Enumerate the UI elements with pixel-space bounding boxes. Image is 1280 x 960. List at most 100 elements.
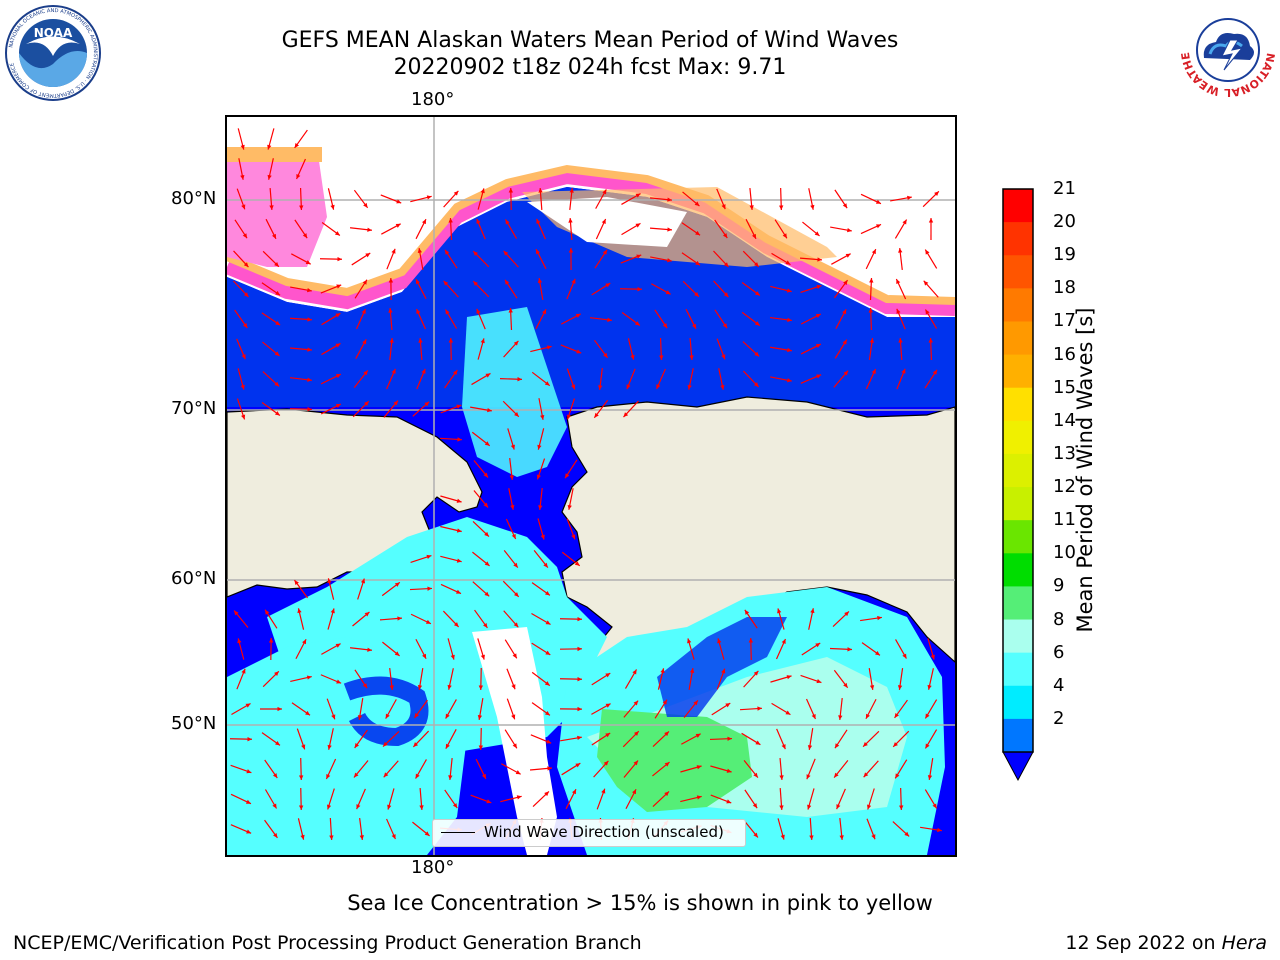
wind-wave-arrow-head: [720, 384, 725, 390]
wind-wave-arrow-head: [689, 355, 694, 360]
wind-wave-arrow-head: [877, 615, 882, 621]
wind-wave-arrow-head: [577, 706, 582, 712]
wind-wave-arrow-head: [659, 355, 664, 360]
wind-wave-arrow-head: [815, 313, 821, 318]
wind-wave-arrow-head: [327, 744, 332, 750]
wind-wave-arrow-head: [605, 283, 611, 288]
wind-wave-arrow-head: [307, 317, 312, 322]
bering-white-strip: [472, 627, 557, 855]
wind-wave-arrow-head: [565, 473, 570, 479]
wind-wave-arrow-head: [691, 323, 696, 329]
wind-wave-arrow-head: [445, 713, 450, 719]
wind-wave-arrow-head: [484, 591, 490, 597]
wind-wave-arrow-head: [448, 338, 454, 343]
wind-wave-arrow-head: [842, 309, 847, 315]
lon-label-bottom: 180°: [411, 857, 455, 878]
wind-wave-arrow-head: [896, 279, 901, 285]
wind-wave-arrow-head: [298, 805, 304, 810]
wind-wave-arrow-head: [455, 589, 461, 594]
colorbar-label: Mean Period of Wind Waves [s]: [1073, 307, 1097, 633]
wind-wave-arrow-head: [727, 736, 732, 741]
wind-wave-arrow-head: [513, 562, 518, 568]
wind-wave-arrow-head: [517, 377, 522, 382]
wind-wave-arrow-head: [275, 320, 281, 326]
colorbar-segment: [1003, 189, 1033, 223]
wind-wave-arrow-head: [538, 188, 543, 193]
sea-ice-note: Sea Ice Concentration > 15% is shown in …: [347, 891, 933, 915]
wind-wave-arrow-head: [634, 321, 640, 326]
wind-wave-arrow-head: [637, 286, 642, 292]
wind-wave-arrow-head: [721, 204, 726, 210]
wind-wave-arrow-head: [662, 323, 668, 329]
wind-wave-arrow-head: [753, 772, 758, 778]
wind-wave-arrow-head: [447, 684, 452, 690]
wind-wave-arrow-head: [237, 638, 242, 644]
wind-wave-arrow-head: [473, 251, 478, 256]
wind-wave-arrow-head: [748, 638, 754, 643]
wind-wave-arrow-head: [415, 279, 420, 285]
wind-wave-arrow-head: [337, 256, 342, 262]
wind-wave-arrow-head: [785, 710, 791, 715]
ice-top-left-pink: [227, 147, 327, 267]
wind-wave-arrow-head: [843, 280, 848, 286]
wind-wave-arrow-head: [577, 616, 582, 622]
wind-wave-arrow-head: [847, 228, 852, 233]
wind-wave-arrow-head: [452, 370, 458, 375]
wind-wave-arrow-head: [786, 288, 792, 293]
wind-wave-arrow-head: [754, 321, 760, 326]
wind-wave-arrow-head: [787, 347, 792, 353]
nws-logo: NATIONAL WEATHER SERVICE: [1176, 0, 1277, 99]
wind-wave-arrow-head: [876, 224, 882, 229]
wind-wave-arrow-head: [687, 638, 692, 644]
map-legend: Wind Wave Direction (unscaled): [432, 819, 746, 847]
wind-wave-arrow-head: [456, 404, 462, 409]
wind-wave-arrow-head: [357, 715, 363, 720]
wind-wave-arrow-head: [696, 795, 702, 800]
wind-wave-arrow-head: [477, 715, 483, 720]
wind-wave-arrow-head: [514, 592, 519, 597]
wind-wave-arrow-head: [568, 218, 573, 223]
wind-wave-arrow-head: [395, 223, 401, 228]
lat-label-50n: 50°N: [171, 713, 217, 734]
wind-wave-arrow-head: [305, 260, 311, 265]
wind-wave-arrow-head: [273, 832, 278, 838]
wind-wave-arrow-head: [726, 768, 732, 773]
wind-wave-arrow-head: [752, 803, 758, 809]
wind-wave-arrow-head: [364, 401, 369, 406]
wind-wave-arrow-head: [930, 654, 935, 660]
wind-wave-arrow-head: [505, 279, 510, 285]
wind-wave-arrow-head: [601, 219, 606, 225]
colorbar-tick-label: 14: [1053, 409, 1076, 431]
wind-wave-arrow-head: [486, 799, 492, 804]
wind-wave-arrow-head: [602, 189, 607, 195]
wind-wave-arrow-head: [779, 775, 784, 780]
wind-wave-arrow-head: [777, 608, 782, 614]
wind-wave-arrow-head: [723, 292, 729, 298]
wind-wave-arrow-head: [335, 374, 341, 379]
wind-wave-arrow-head: [445, 309, 450, 315]
wind-wave-arrow-head: [425, 619, 431, 624]
wind-wave-arrow-head: [424, 831, 430, 836]
wind-wave-arrow-head: [241, 354, 246, 360]
wind-wave-arrow-head: [275, 290, 281, 296]
colorbar: [1002, 188, 1034, 782]
wind-wave-arrow-head: [274, 351, 280, 356]
wind-wave-arrow-head: [755, 740, 761, 745]
wind-wave-arrow-head: [937, 827, 942, 833]
wind-wave-arrow-head: [269, 205, 274, 210]
wind-wave-arrow-head: [866, 804, 872, 810]
ice-top-left-orange: [227, 147, 322, 162]
wind-wave-arrow-head: [394, 651, 400, 656]
wind-wave-arrow-head: [514, 412, 519, 417]
wind-wave-arrow-head: [515, 770, 521, 775]
wind-wave-arrow-head: [445, 743, 450, 749]
colorbar-tick-label: 12: [1053, 476, 1076, 498]
wind-wave-arrow-head: [456, 528, 462, 533]
wind-wave-arrow-head: [422, 653, 427, 659]
wind-wave-arrow-head: [815, 344, 821, 349]
wind-wave-arrow-head: [722, 323, 728, 329]
wind-wave-arrow-head: [656, 384, 661, 390]
wind-wave-arrow-head: [781, 638, 786, 644]
wind-wave-arrow-head: [633, 760, 639, 766]
wind-wave-arrow-head: [427, 586, 432, 591]
